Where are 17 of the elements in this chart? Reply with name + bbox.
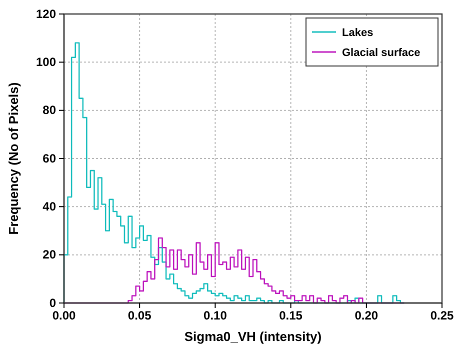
y-axis-title: Frequency (No of Pixels)	[6, 82, 21, 235]
y-tick-label: 100	[36, 55, 56, 70]
y-tick-label: 120	[36, 6, 56, 21]
x-tick-label: 0.15	[279, 308, 303, 323]
x-axis-title: Sigma0_VH (intensity)	[184, 329, 322, 344]
legend-label: Lakes	[342, 27, 374, 39]
legend-label: Glacial surface	[342, 47, 420, 59]
x-tick-label: 0.25	[430, 308, 454, 323]
x-tick-label: 0.10	[204, 308, 228, 323]
y-tick-label: 40	[42, 200, 56, 214]
y-tick-label: 80	[42, 103, 56, 118]
y-tick-label: 60	[42, 151, 56, 166]
y-tick-label: 0	[49, 296, 56, 310]
x-tick-label: 0.20	[354, 308, 378, 323]
x-tick-label: 0.05	[128, 308, 152, 323]
y-tick-label: 20	[42, 248, 56, 262]
x-tick-label: 0.00	[52, 308, 76, 323]
